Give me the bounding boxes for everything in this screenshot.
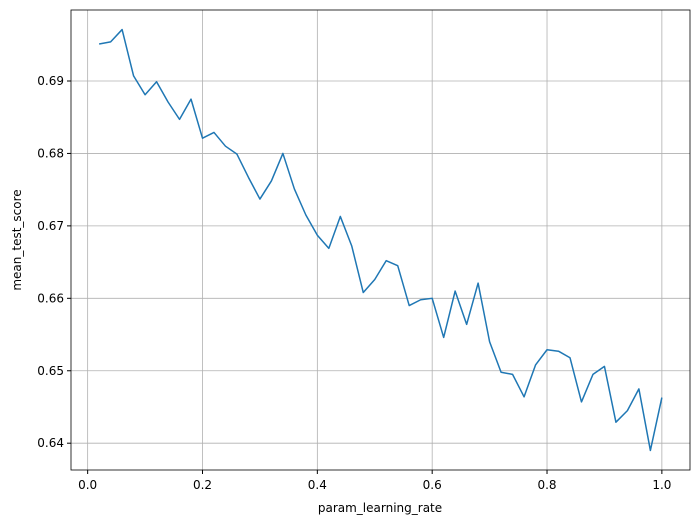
x-axis-label: param_learning_rate bbox=[318, 501, 442, 515]
y-tick-label: 0.64 bbox=[37, 436, 64, 450]
plot-frame bbox=[70, 9, 691, 471]
x-tick-label: 0.6 bbox=[423, 478, 442, 492]
x-tick-label: 0.4 bbox=[308, 478, 327, 492]
x-tick-label: 1.0 bbox=[652, 478, 671, 492]
y-tick-label: 0.65 bbox=[37, 364, 64, 378]
y-tick-label: 0.68 bbox=[37, 146, 64, 160]
x-tick-label: 0.0 bbox=[78, 478, 97, 492]
x-tick-label: 0.8 bbox=[537, 478, 556, 492]
y-tick-label: 0.66 bbox=[37, 291, 64, 305]
x-tick-label: 0.2 bbox=[193, 478, 212, 492]
y-axis-label: mean_test_score bbox=[10, 189, 24, 290]
line bbox=[98, 28, 663, 452]
y-tick-label: 0.67 bbox=[37, 219, 64, 233]
y-tick-label: 0.69 bbox=[37, 74, 64, 88]
